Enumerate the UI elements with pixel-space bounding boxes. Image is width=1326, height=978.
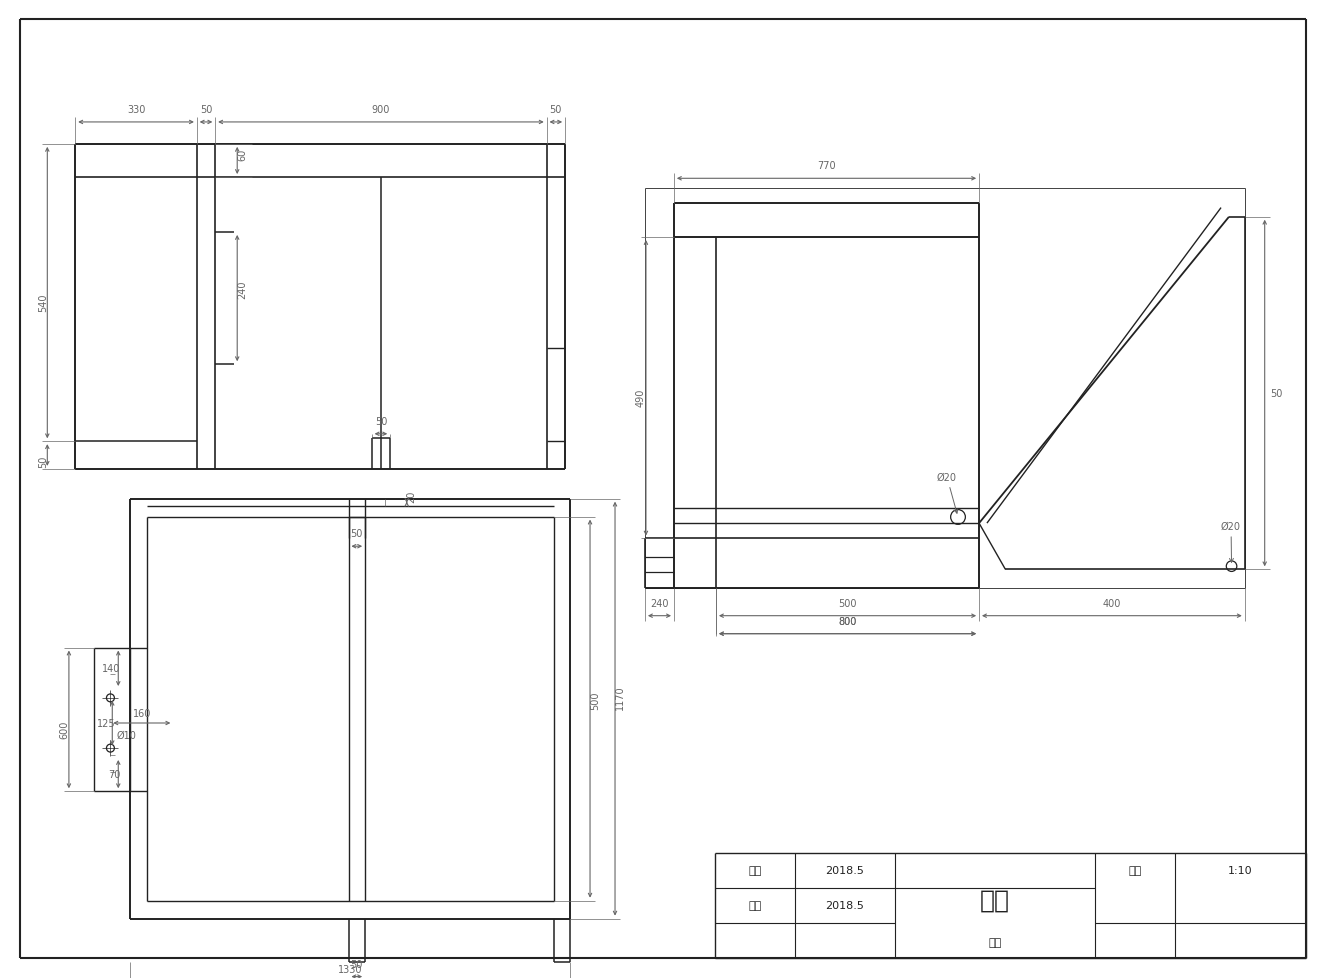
Text: 50: 50 xyxy=(550,105,562,114)
Text: 制图: 制图 xyxy=(748,865,761,874)
Text: Ø20: Ø20 xyxy=(937,472,957,513)
Text: 240: 240 xyxy=(237,281,247,299)
Text: 2018.5: 2018.5 xyxy=(826,900,865,910)
Text: 160: 160 xyxy=(133,708,151,718)
Text: 500: 500 xyxy=(590,690,601,709)
Text: Ø20: Ø20 xyxy=(1221,521,1241,562)
Text: 2018.5: 2018.5 xyxy=(826,865,865,874)
Text: 770: 770 xyxy=(817,161,835,171)
Text: 20: 20 xyxy=(407,490,416,503)
Text: 审核: 审核 xyxy=(748,900,761,910)
Text: 400: 400 xyxy=(1103,599,1120,608)
Text: 800: 800 xyxy=(838,616,857,626)
Text: 600: 600 xyxy=(58,720,69,738)
Text: 比例: 比例 xyxy=(1128,865,1142,874)
Text: 800: 800 xyxy=(838,616,857,626)
Text: 1:10: 1:10 xyxy=(1228,865,1253,874)
Text: 1170: 1170 xyxy=(615,685,625,709)
Text: 540: 540 xyxy=(38,293,48,312)
Text: 50: 50 xyxy=(350,958,363,968)
Text: 500: 500 xyxy=(838,599,857,608)
Text: 490: 490 xyxy=(636,388,646,407)
Text: 125: 125 xyxy=(97,718,115,729)
Text: 60: 60 xyxy=(237,149,247,161)
Text: 70: 70 xyxy=(107,770,121,779)
Text: 支架: 支架 xyxy=(980,888,1010,912)
Text: 50: 50 xyxy=(38,456,48,467)
Text: 材料: 材料 xyxy=(988,937,1001,947)
Text: 330: 330 xyxy=(127,105,146,114)
Text: 900: 900 xyxy=(371,105,390,114)
Text: 1330: 1330 xyxy=(338,963,362,973)
Text: Ø10: Ø10 xyxy=(117,731,137,740)
Text: 140: 140 xyxy=(102,664,121,674)
Text: 50: 50 xyxy=(1270,388,1282,399)
Text: 50: 50 xyxy=(200,105,212,114)
Text: 50: 50 xyxy=(375,417,387,426)
Text: 240: 240 xyxy=(650,599,668,608)
Text: 50: 50 xyxy=(350,529,363,539)
